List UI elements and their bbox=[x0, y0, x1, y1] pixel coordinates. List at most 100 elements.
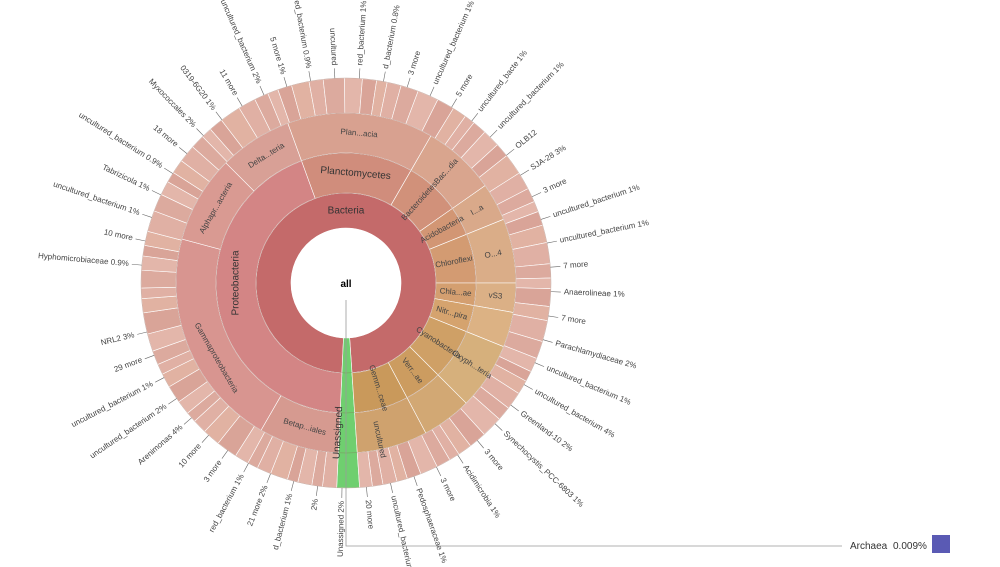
center-hole bbox=[291, 228, 401, 338]
leader-line-2 bbox=[142, 213, 152, 218]
outer-label-12: uncultured bbox=[328, 28, 339, 66]
leader-line-28 bbox=[542, 339, 553, 343]
outer-label-45: 10 more bbox=[177, 441, 204, 469]
wedge-outer-62[interactable] bbox=[515, 277, 552, 290]
wedge-outer-41[interactable] bbox=[322, 77, 346, 115]
leader-line-14 bbox=[383, 71, 386, 82]
outer-label-35: 3 more bbox=[438, 476, 457, 503]
outer-label-22: 3 more bbox=[542, 176, 569, 195]
leader-line-17 bbox=[451, 98, 457, 108]
outer-label-5: 18 more bbox=[151, 123, 180, 149]
outer-label-15: 3 more bbox=[406, 49, 422, 76]
outer-label-25: 7 more bbox=[563, 259, 589, 270]
outer-label-14: d_bacterium 0.8% bbox=[381, 4, 402, 69]
outer-label-0: Hyphomicrobiaceae 0.9% bbox=[38, 251, 130, 268]
leader-line-24 bbox=[547, 240, 557, 244]
outer-label-16: uncultured_bacterium 1% bbox=[431, 0, 476, 86]
label-chla-ae: Chla...ae bbox=[439, 286, 472, 298]
leader-line-35 bbox=[436, 466, 442, 477]
archaea-legend-swatch[interactable] bbox=[932, 535, 950, 553]
outer-label-42: 21 more 2% bbox=[245, 484, 269, 527]
leader-line-30 bbox=[523, 384, 533, 390]
outer-label-11: red_bacterium 0.9% bbox=[292, 0, 313, 69]
leader-line-10 bbox=[283, 77, 288, 87]
leader-line-29 bbox=[534, 362, 545, 367]
leader-line-16 bbox=[429, 86, 435, 97]
outer-label-41: d_bacterium 1% bbox=[271, 493, 294, 551]
outer-label-49: 29 more bbox=[113, 355, 144, 374]
outer-label-13: red_bacterium 1% bbox=[355, 0, 368, 65]
archaea-legend-percent: 0.009% bbox=[893, 541, 927, 552]
leader-line-3 bbox=[151, 190, 162, 196]
outer-label-36: Pedosphaeraceae 1% bbox=[414, 487, 449, 564]
leader-line-40 bbox=[315, 485, 318, 496]
leader-line-7 bbox=[215, 111, 223, 120]
leader-line-48 bbox=[155, 377, 165, 383]
leader-line-1 bbox=[135, 238, 146, 242]
outer-label-44: 3 more bbox=[202, 458, 224, 484]
label-vs3: vS3 bbox=[488, 291, 503, 301]
outer-label-20: OLB12 bbox=[513, 128, 539, 151]
leader-line-43 bbox=[243, 463, 249, 473]
outer-label-34: Acidimicrobia 1% bbox=[461, 463, 502, 519]
leader-line-6 bbox=[196, 128, 204, 136]
outer-label-3: Tabrizicola 1% bbox=[101, 163, 151, 193]
leader-line-4 bbox=[164, 167, 173, 174]
outer-label-43: red_bacterium 1% bbox=[207, 472, 246, 533]
outer-label-37: uncultured_bacterium 1% bbox=[389, 495, 417, 567]
outer-label-4: uncultured_bacterium 0.9% bbox=[77, 110, 164, 170]
leader-line-8 bbox=[236, 97, 243, 107]
label-o-4: O...4 bbox=[484, 248, 503, 260]
outer-label-32: Synechocystis_PCC-6803 1% bbox=[502, 429, 586, 509]
archaea-legend-label: Archaea bbox=[850, 541, 888, 552]
label-proteobacteria: Proteobacteria bbox=[231, 250, 242, 315]
label-unassigned: Unassigned bbox=[331, 406, 345, 459]
leader-line-22 bbox=[531, 192, 542, 198]
outer-label-46: Arenimonas 4% bbox=[136, 423, 184, 467]
leader-line-19 bbox=[489, 129, 498, 138]
leader-line-12 bbox=[334, 68, 336, 79]
label-bacteria: Bacteria bbox=[328, 206, 365, 217]
leader-line-25 bbox=[550, 266, 561, 268]
leader-line-15 bbox=[406, 77, 411, 88]
leader-line-47 bbox=[168, 398, 177, 405]
outer-label-24: uncultured_bacterium 1% bbox=[559, 218, 650, 245]
leader-line-50 bbox=[137, 331, 148, 335]
leader-line-21 bbox=[520, 169, 530, 176]
outer-label-28: Parachlamydiaceae 2% bbox=[554, 339, 637, 371]
outer-label-23: uncultured_bacterium 1% bbox=[552, 183, 641, 220]
leader-line-34 bbox=[457, 454, 464, 464]
leader-line-46 bbox=[183, 417, 192, 425]
leader-line-45 bbox=[201, 435, 209, 443]
leader-line-37 bbox=[390, 483, 393, 493]
outer-label-38: 20 more bbox=[364, 499, 376, 530]
leader-line-49 bbox=[144, 355, 155, 360]
outer-label-17: 5 more bbox=[454, 72, 475, 98]
center-label: all bbox=[340, 279, 351, 290]
leader-line-31 bbox=[510, 404, 519, 412]
leader-line-44 bbox=[221, 450, 228, 459]
outer-label-27: 7 more bbox=[561, 313, 588, 326]
leader-line-27 bbox=[548, 315, 559, 318]
outer-label-8: 11 more bbox=[218, 68, 241, 98]
archaea-leader-line bbox=[345, 300, 842, 547]
outer-label-7: 0319-6G20 1% bbox=[178, 64, 218, 112]
leader-line-23 bbox=[540, 216, 551, 220]
leader-line-20 bbox=[506, 148, 515, 156]
outer-label-2: uncultured_bacterium 1% bbox=[52, 180, 141, 218]
outer-label-26: Anaerolineae 1% bbox=[564, 287, 625, 299]
wedge-outer-42[interactable] bbox=[344, 77, 363, 114]
outer-label-21: SJA-28 3% bbox=[529, 143, 568, 172]
outer-label-39: Unassigned 2% bbox=[336, 501, 346, 557]
leader-line-38 bbox=[366, 486, 368, 497]
leader-line-33 bbox=[477, 440, 484, 449]
leader-line-9 bbox=[259, 85, 265, 96]
outer-label-10: 5 more 1% bbox=[268, 36, 288, 76]
outer-label-50: NRL2 3% bbox=[100, 330, 135, 347]
leader-line-36 bbox=[413, 476, 418, 486]
leader-line-42 bbox=[266, 473, 271, 484]
sunburst-rings bbox=[140, 77, 552, 489]
wedge-outer-21[interactable] bbox=[140, 269, 177, 289]
outer-label-33: 3 more bbox=[482, 447, 505, 472]
